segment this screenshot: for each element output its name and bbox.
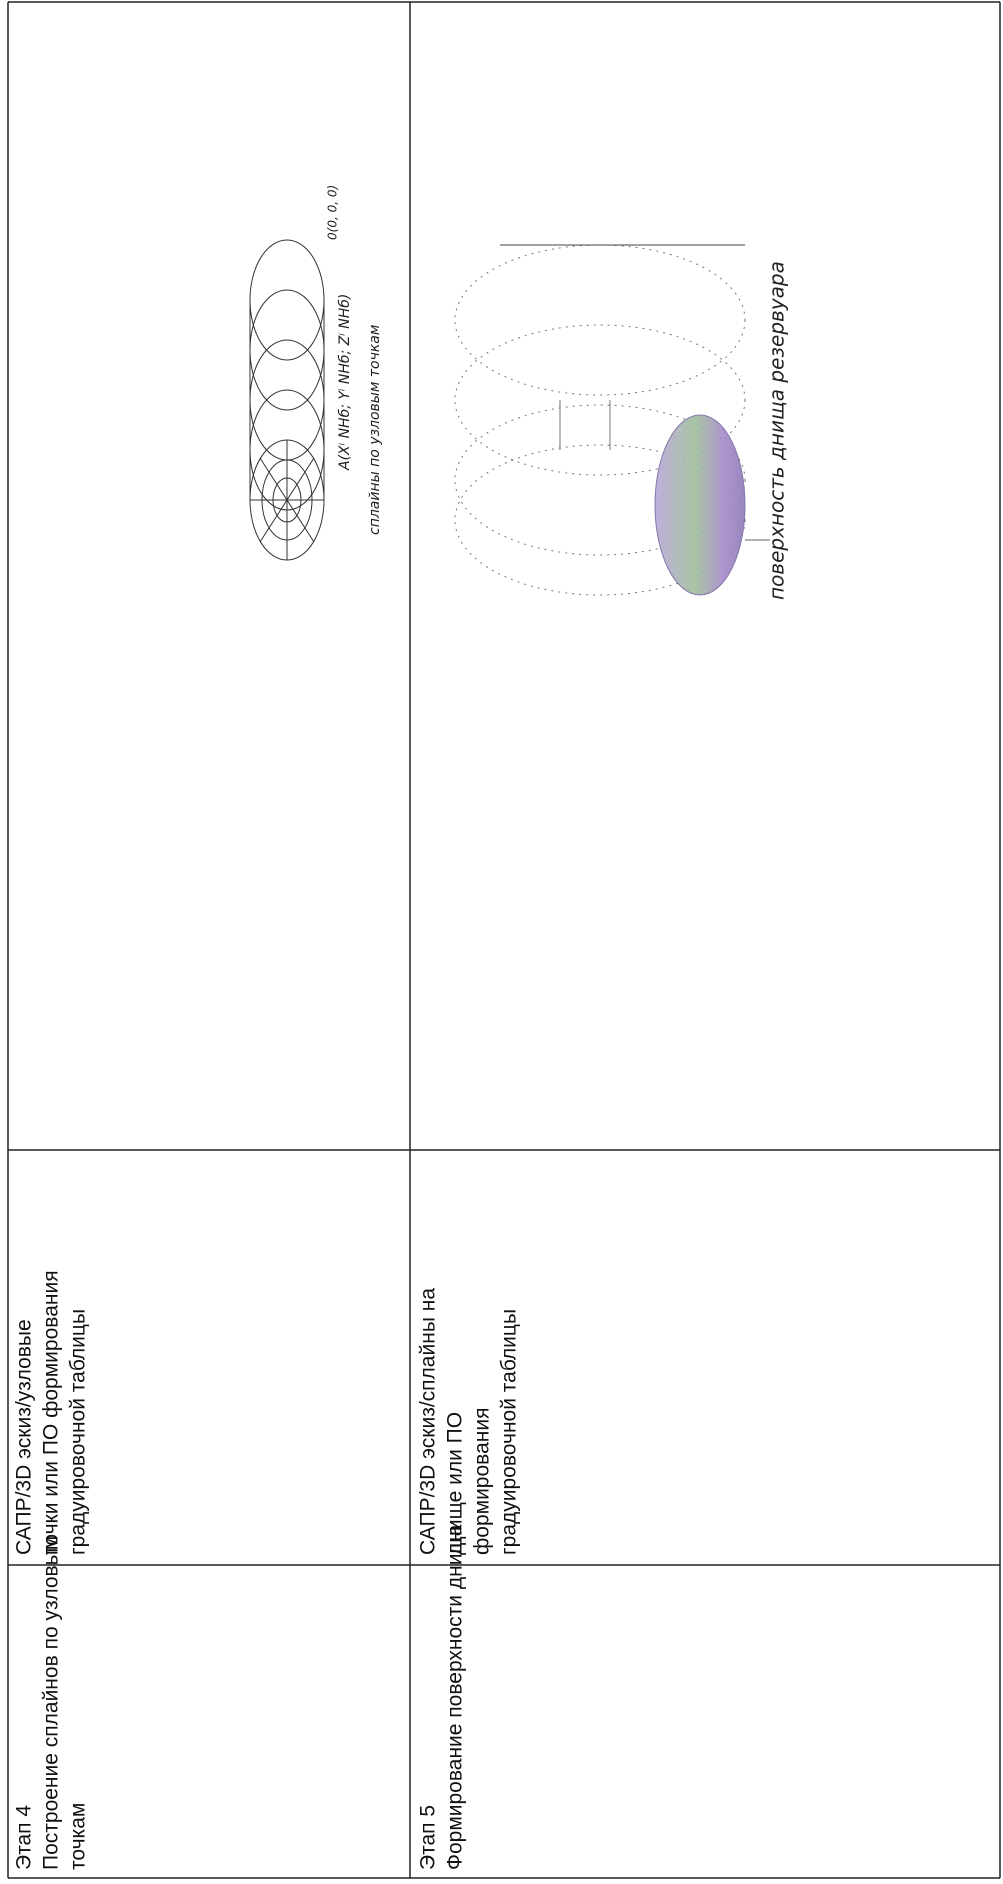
tools-cell: САПР/3D эскиз/узловые точки или ПО формир… — [12, 1270, 89, 1555]
tools-cell-line: градуировочной таблицы — [66, 1309, 89, 1555]
tools-cell-line: САПР/3D эскиз/сплайны на — [416, 1288, 439, 1555]
tools-cell-line: САПР/3D эскиз/узловые — [12, 1319, 35, 1555]
table-grid — [7, 1, 1001, 1879]
figure-label: сплайны по узловым точкам — [367, 324, 383, 535]
tools-cell-line: точки или ПО формирования — [39, 1270, 62, 1555]
stage-cell-line: точкам — [66, 1803, 89, 1870]
figure-label-group: 0(0, 0, 0) — [326, 185, 340, 240]
figure-label: поверхность днища резервуара — [765, 261, 789, 600]
figure-splines — [249, 239, 325, 561]
tools-cell-line: формирования — [470, 1408, 493, 1555]
figure-bottom-surface — [454, 244, 770, 596]
figure-label-group: поверхность днища резервуара — [765, 261, 789, 600]
tools-cell-line: днище или ПО — [443, 1412, 466, 1555]
stage-cell: Этап 4 Построение сплайнов по узловым точк… — [12, 1536, 89, 1870]
stage-cell-line: Этап 4 — [12, 1805, 35, 1870]
stage-cell-line: Этап 5 — [416, 1805, 439, 1870]
stage-cell-line: Построение сплайнов по узловым — [39, 1536, 62, 1870]
figure-label-group: A(Xⁱ NHб; Yⁱ NHб; Zⁱ NHб) — [337, 294, 353, 471]
figure-label: 0(0, 0, 0) — [326, 185, 340, 240]
figure-label: A(Xⁱ NHб; Yⁱ NHб; Zⁱ NHб) — [337, 294, 353, 471]
stage-cell: Этап 5 Формирование поверхности днища — [416, 1524, 466, 1870]
tools-cell-line: градуировочной таблицы — [497, 1309, 520, 1555]
figure-label-group: сплайны по узловым точкам — [367, 324, 383, 535]
tools-cell: САПР/3D эскиз/сплайны на днище или ПО форм… — [416, 1288, 520, 1555]
stage-cell-line: Формирование поверхности днища — [443, 1524, 466, 1870]
